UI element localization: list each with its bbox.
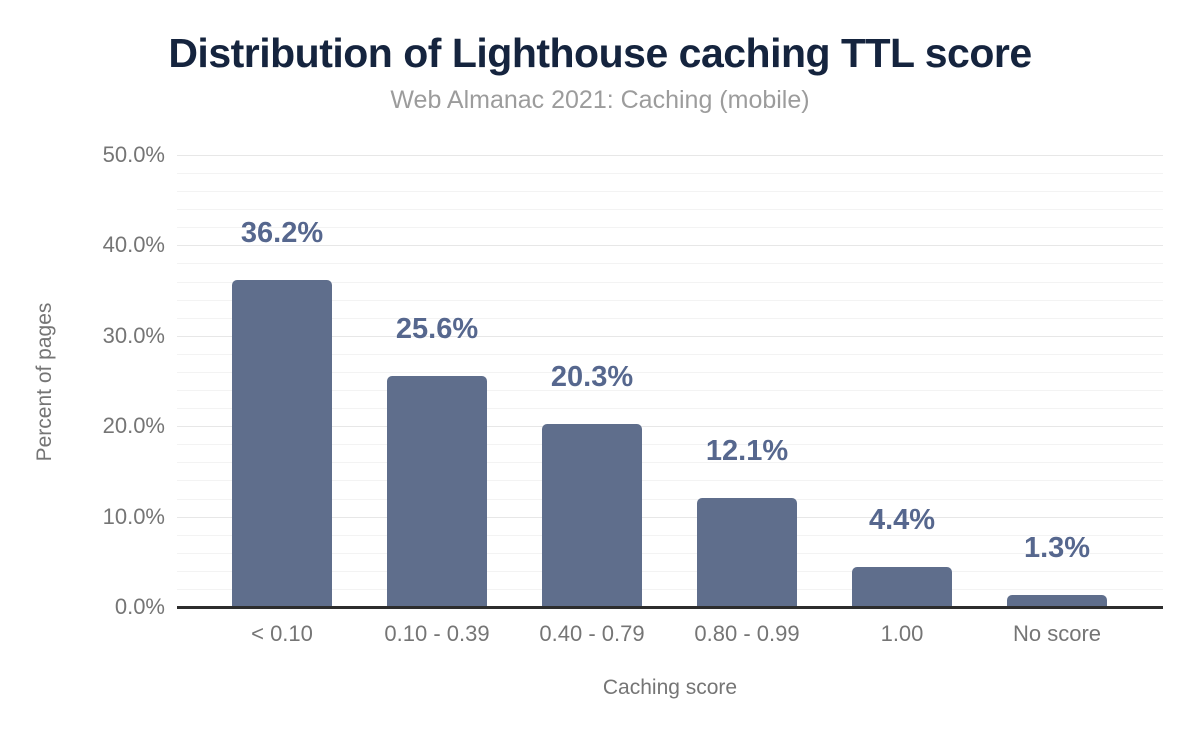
gridline-minor <box>177 209 1163 211</box>
bar <box>697 497 797 607</box>
bar <box>852 567 952 607</box>
y-tick-label: 20.0% <box>102 413 165 439</box>
x-tick-label: < 0.10 <box>251 621 313 646</box>
gridline-minor <box>177 281 1163 283</box>
gridline-minor <box>177 317 1163 319</box>
bar <box>542 423 642 607</box>
plot-area: 36.2% 25.6% 20.3% 12.1% 4.4% 1.3% <box>177 155 1163 607</box>
gridline-minor <box>177 462 1163 464</box>
gridline-minor <box>177 534 1163 536</box>
gridline-major <box>177 516 1163 518</box>
gridline-minor <box>177 444 1163 446</box>
y-tick-label: 30.0% <box>102 322 165 348</box>
gridline-minor <box>177 390 1163 392</box>
gridline-minor <box>177 480 1163 482</box>
x-tick-label: 0.40 - 0.79 <box>539 621 645 646</box>
x-tick-label: 1.00 <box>880 621 924 646</box>
x-tick-label: 0.80 - 0.99 <box>694 621 800 646</box>
bar-value-label: 36.2% <box>240 216 324 249</box>
bar-value-label: 25.6% <box>395 312 479 345</box>
gridline-minor <box>177 173 1163 175</box>
gridline-minor <box>177 263 1163 265</box>
bar <box>387 375 487 607</box>
gridline-minor <box>177 353 1163 355</box>
bar-value-label: 1.3% <box>1023 532 1091 565</box>
gridline-minor <box>177 371 1163 373</box>
gridline-minor <box>177 227 1163 229</box>
bar-value-label: 12.1% <box>705 434 789 467</box>
x-tick-label: No score <box>1012 621 1102 646</box>
x-axis-line <box>177 606 1163 609</box>
bar <box>232 279 332 607</box>
y-tick-label: 50.0% <box>102 142 165 167</box>
y-tick-label: 0.0% <box>114 594 165 619</box>
gridline-major <box>177 245 1163 247</box>
y-tick-label: 10.0% <box>102 503 165 529</box>
x-tick-label: 0.10 - 0.39 <box>384 621 490 646</box>
gridline-minor <box>177 570 1163 572</box>
bar-value-label: 20.3% <box>550 360 634 393</box>
chart-subtitle: Web Almanac 2021: Caching (mobile) <box>390 86 810 114</box>
gridline-major <box>177 426 1163 428</box>
gridline-major <box>177 335 1163 337</box>
bar-value-label: 4.4% <box>868 504 936 537</box>
chart-title: Distribution of Lighthouse caching TTL s… <box>168 30 1032 76</box>
gridline-minor <box>177 588 1163 590</box>
bar <box>1007 595 1107 607</box>
gridline-minor <box>177 191 1163 193</box>
gridline-minor <box>177 498 1163 500</box>
gridline-minor <box>177 552 1163 554</box>
gridline-minor <box>177 408 1163 410</box>
x-axis-title: Caching score <box>602 676 738 699</box>
gridline-minor <box>177 299 1163 301</box>
gridline-major <box>177 155 1163 156</box>
y-tick-label: 40.0% <box>102 232 165 258</box>
